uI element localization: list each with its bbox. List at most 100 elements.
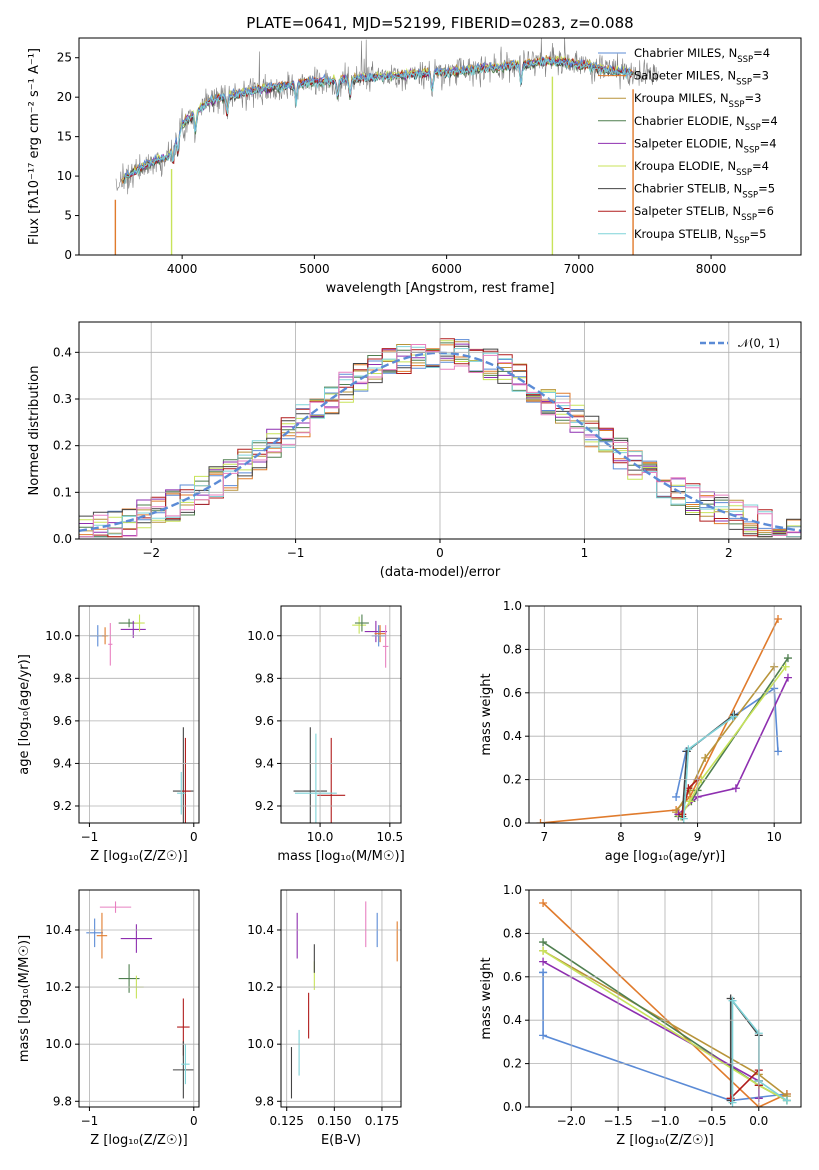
y-tick-label: 0.4 (53, 345, 72, 359)
y-tick-label: 0.0 (503, 816, 522, 830)
series-marker (539, 968, 548, 977)
y-tick-label: 9.4 (255, 756, 274, 770)
y-tick-label: 0.3 (53, 392, 72, 406)
series-marker (539, 938, 548, 947)
y-tick-label: 10.0 (247, 629, 274, 643)
legend-label: Kroupa MILES, N (634, 91, 729, 105)
series-line-chabrier-miles (675, 687, 779, 798)
legend-entry: Chabrier ELODIE, NSSP=4 (634, 114, 778, 133)
y-axis-label: age [log₁₀(age/yr)] (17, 654, 32, 775)
data-point (108, 623, 113, 666)
chart-title: PLATE=0641, MJD=52199, FIBERID=0283, z=0… (246, 14, 633, 32)
legend-sub: SSP (736, 78, 752, 88)
axes-frame (78, 321, 802, 540)
x-axis-label: mass [log₁₀(M/M☉)] (277, 849, 404, 864)
series-marker (774, 615, 783, 624)
legend-label: Chabrier STELIB, N (634, 182, 742, 196)
x-tick-label: 10.5 (376, 830, 403, 844)
legend-entry: Salpeter MILES, NSSP=3 (634, 69, 769, 88)
x-tick-label: 8 (617, 830, 625, 844)
data-point (181, 1044, 190, 1085)
legend-suffix: =5 (758, 182, 775, 196)
data-point (294, 733, 337, 823)
legend-suffix: =4 (760, 136, 777, 150)
plot-area-mass_vs_EBV (290, 901, 398, 1099)
data-point (96, 912, 108, 959)
spectrum-line-kroupa-stelib (124, 57, 632, 185)
legend-label: Kroupa ELODIE, N (634, 159, 736, 173)
legend-sub: SSP (742, 191, 758, 201)
x-tick-label: 0.150 (317, 1114, 351, 1128)
axes-frame (528, 605, 802, 824)
series-marker (726, 1094, 735, 1103)
plot-area-age_vs_mass (293, 614, 389, 823)
x-tick-label: 10 (767, 830, 782, 844)
legend-label: Chabrier ELODIE, N (634, 114, 745, 128)
series-marker (781, 662, 790, 671)
x-axis-label: Z [log₁₀(Z/Z☉)] (90, 849, 187, 864)
y-tick-label: 9.8 (53, 671, 72, 685)
y-tick-label: 0.2 (53, 439, 72, 453)
y-tick-label: 0 (64, 248, 72, 262)
x-tick-label: 0 (190, 1114, 198, 1128)
data-point (134, 614, 145, 632)
y-tick-label: 9.2 (53, 799, 72, 813)
spectrum-line-kroupa-elodie (122, 55, 633, 180)
series-marker (539, 1031, 548, 1040)
legend-suffix: =4 (753, 46, 770, 60)
y-axis-label: mass [log₁₀(M/M☉)] (17, 935, 32, 1062)
legend-sub: SSP (737, 55, 753, 65)
y-tick-label: 0.2 (503, 1057, 522, 1071)
x-tick-label: 5000 (299, 262, 330, 276)
x-tick-label: 10.0 (307, 830, 334, 844)
series-marker (539, 899, 548, 908)
legend-suffix: =4 (761, 114, 778, 128)
legend-label: Salpeter MILES, N (634, 69, 736, 83)
series-marker (782, 1096, 791, 1105)
y-tick-label: 9.4 (53, 756, 72, 770)
y-tick-label: 20 (57, 90, 72, 104)
x-axis-label: Z [log₁₀(Z/Z☉)] (90, 1133, 187, 1148)
x-tick-label: 0.0 (749, 1114, 768, 1128)
legend-label: Salpeter STELIB, N (634, 204, 741, 218)
axes-frame (78, 37, 802, 256)
series-line-salpeter-miles (542, 902, 788, 1107)
x-tick-label: −2.0 (557, 1114, 586, 1128)
data-point (86, 918, 103, 948)
y-tick-label: 10.0 (45, 629, 72, 643)
legend-sub: SSP (729, 100, 745, 110)
legend-entry: Kroupa ELODIE, NSSP=4 (634, 159, 769, 178)
series-marker (684, 745, 693, 754)
y-tick-label: 15 (57, 130, 72, 144)
y-tick-label: 0.8 (503, 642, 522, 656)
x-tick-label: 0 (190, 830, 198, 844)
data-point (99, 901, 132, 913)
series-marker (536, 819, 545, 823)
x-tick-label: 4000 (167, 262, 198, 276)
y-tick-label: 0.6 (503, 686, 522, 700)
plot-area-spectrum (114, 38, 659, 255)
x-tick-label: 2 (725, 546, 733, 560)
plot-area-mass_vs_Z (86, 901, 194, 1099)
y-tick-label: 9.6 (53, 714, 72, 728)
legend-entry: Salpeter STELIB, NSSP=6 (634, 204, 774, 223)
x-tick-label: −1.5 (604, 1114, 633, 1128)
plot-area-age_vs_Z (89, 614, 194, 823)
y-tick-label: 9.6 (255, 714, 274, 728)
legend-sub: SSP (741, 213, 757, 223)
y-tick-label: 9.2 (255, 799, 274, 813)
y-tick-label: 9.8 (255, 671, 274, 685)
legend-suffix: =3 (744, 91, 761, 105)
data-point (180, 737, 191, 823)
series-marker (728, 1098, 737, 1107)
axes-frame (528, 889, 802, 1108)
axes-spectrum: 4000 5000 6000 7000 8000 0 5 10 15 20 25 wavelength… (27, 14, 802, 296)
data-point (293, 727, 328, 823)
y-tick-label: 9.8 (53, 1094, 72, 1108)
data-point (364, 620, 388, 643)
legend-sub: SSP (734, 236, 750, 246)
legend-suffix: =6 (757, 204, 774, 218)
x-tick-label: 0.175 (365, 1114, 399, 1128)
y-tick-label: 9.8 (255, 1094, 274, 1108)
legend-label: Salpeter ELODIE, N (634, 136, 744, 150)
